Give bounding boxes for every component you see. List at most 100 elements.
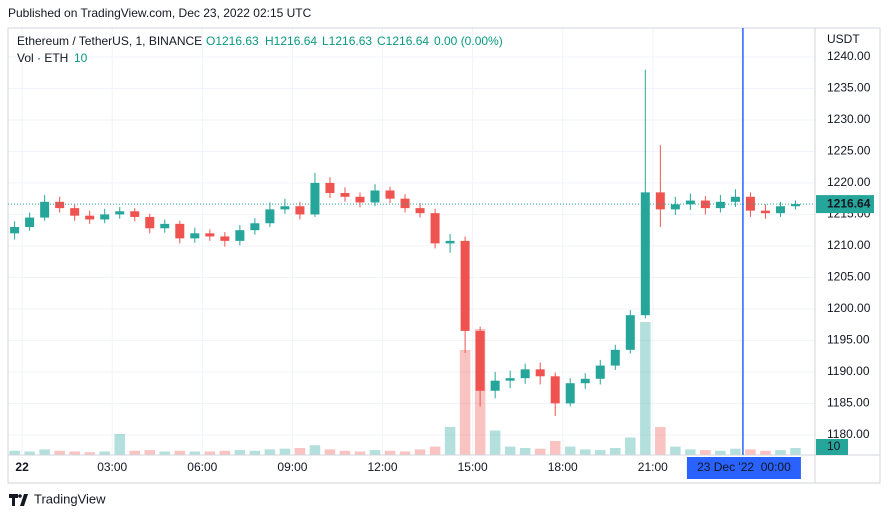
x-tick-label: 15:00 [458, 460, 488, 474]
volume-bar [655, 427, 666, 455]
symbol: Ethereum / TetherUS, 1, BINANCE [17, 34, 202, 48]
volume-bar [730, 448, 741, 455]
candle-body [535, 369, 545, 377]
candle-body [235, 230, 245, 241]
candle-body [505, 378, 515, 381]
x-tick-label: 18:00 [548, 460, 578, 474]
volume-bar [534, 448, 546, 455]
volume-bar [519, 448, 531, 455]
volume-bar [174, 450, 186, 455]
volume-bar [595, 450, 606, 455]
candle-body [160, 223, 170, 229]
candle-body [295, 206, 305, 215]
volume-bar [24, 451, 35, 455]
candle-body [700, 200, 710, 209]
candle-body [190, 233, 200, 239]
candle-body [490, 380, 500, 391]
y-tick-label: 1205.00 [827, 270, 871, 284]
y-tick-label: 1185.00 [827, 396, 870, 410]
candle-body [730, 196, 740, 202]
published-note: Published on TradingView.com, Dec 23, 20… [8, 6, 312, 20]
candle-body [610, 349, 620, 366]
candle-body [310, 182, 320, 215]
volume-bar [249, 450, 261, 455]
crosshair-box [686, 457, 801, 479]
ohlc-open: O1216.63 [206, 34, 259, 48]
volume-bar [549, 441, 561, 455]
y-tick-label: 1225.00 [827, 144, 871, 158]
volume-bar [189, 451, 201, 455]
volume-bar [39, 449, 50, 455]
candle-body [595, 365, 605, 379]
candle-body [250, 223, 260, 231]
volume-bar [564, 446, 576, 455]
candle-body [400, 198, 410, 209]
candle-body [550, 376, 560, 404]
volume-bar [579, 449, 591, 455]
candle-body [745, 196, 755, 211]
volume-bar [700, 450, 711, 455]
candle-body [370, 190, 380, 203]
y-tick-label: 1220.00 [827, 175, 871, 189]
volume-bar [339, 450, 351, 455]
candle-body [145, 216, 155, 229]
volume-bar [309, 445, 321, 455]
volume-bar [354, 451, 366, 455]
volume-bar [9, 450, 20, 455]
volume-bar [369, 450, 381, 455]
candle-body [565, 383, 575, 404]
volume-bar [670, 446, 681, 455]
candle-body [265, 209, 275, 224]
candle-body [175, 223, 185, 239]
volume-bar [610, 448, 621, 455]
last-price-box [816, 195, 874, 214]
ohlc-close: C1216.64 [377, 34, 429, 48]
volume-bar [69, 451, 80, 455]
candle-body [340, 193, 350, 197]
candle-body [430, 213, 440, 244]
volume-bar [324, 449, 336, 455]
volume-value: 10 [74, 51, 88, 65]
volume-bar [775, 450, 786, 455]
volume-bar [715, 450, 726, 455]
candle-layer [10, 69, 800, 416]
volume-label: Vol · ETH [17, 51, 68, 65]
volume-bar [234, 450, 246, 455]
y-tick-label: 1210.00 [827, 238, 871, 252]
tradingview-logo [9, 494, 28, 506]
candle-body [115, 211, 125, 215]
volume-bar [99, 451, 110, 455]
candle-body [520, 369, 530, 379]
volume-bar [84, 452, 95, 455]
candle-body [205, 233, 215, 237]
candle-body [55, 201, 65, 209]
candle-body [100, 214, 110, 220]
candle-body [325, 182, 335, 194]
chart-frame [7, 27, 881, 484]
candle-body [25, 217, 35, 228]
candle-body [670, 204, 680, 210]
ohlc-low: L1216.63 [322, 34, 372, 48]
candle-body [355, 196, 365, 203]
y-tick-label: 1230.00 [827, 112, 871, 126]
volume-bar [685, 449, 696, 455]
volume-bar [760, 450, 771, 455]
logo-mark [9, 494, 28, 506]
volume-bar [429, 446, 441, 455]
footer-brand: TradingView [34, 491, 106, 506]
candle-body [685, 200, 695, 205]
volume-bar [144, 450, 156, 455]
candle-body [40, 201, 50, 218]
candle-body [70, 208, 80, 216]
y-tick-label: 1195.00 [827, 333, 870, 347]
x-tick-label: 21:00 [638, 460, 668, 474]
grid [8, 28, 815, 455]
ohlc-high: H1216.64 [265, 34, 317, 48]
ohlc-change: 0.00 (0.00%) [434, 34, 503, 48]
volume-bar [129, 450, 140, 455]
volume-bar [459, 350, 471, 455]
volume-bar [54, 450, 65, 455]
y-tick-label: 1200.00 [827, 301, 871, 315]
volume-bar [504, 446, 516, 455]
